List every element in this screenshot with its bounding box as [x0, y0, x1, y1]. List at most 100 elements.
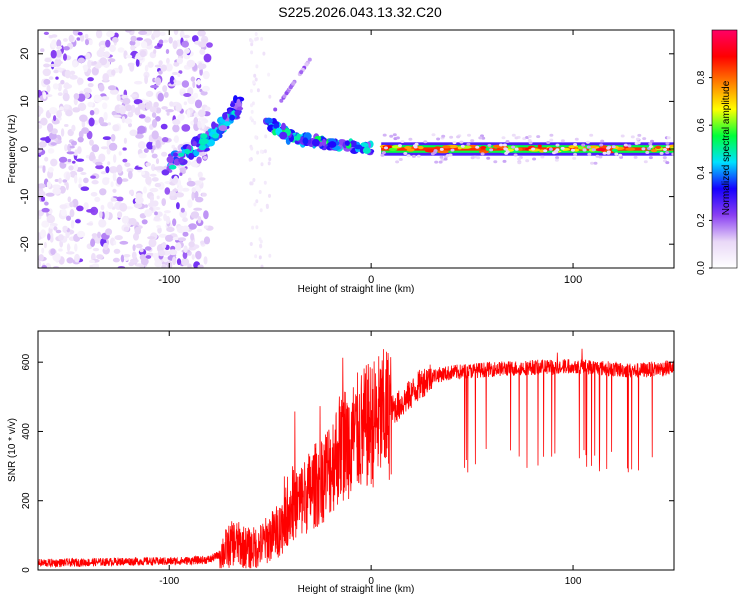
noise-cell — [633, 155, 638, 159]
noise-cell — [173, 62, 180, 67]
noise-cell — [190, 233, 195, 241]
noise-cell — [436, 137, 441, 141]
signal-cell — [404, 146, 412, 150]
noise-cell — [413, 145, 418, 149]
noise-cell — [191, 191, 195, 201]
noise-cell — [188, 177, 192, 182]
noise-cell — [78, 183, 82, 189]
noise-cell — [438, 160, 443, 164]
noise-cell — [150, 199, 154, 205]
noise-cell — [63, 46, 70, 51]
noise-cell — [183, 34, 190, 39]
noise-cell — [54, 179, 59, 182]
noise-cell — [250, 39, 254, 44]
noise-cell — [65, 172, 71, 181]
noise-cell — [183, 101, 188, 106]
noise-cell — [618, 153, 623, 157]
noise-cell — [69, 145, 75, 149]
noise-cell — [42, 91, 47, 100]
noise-cell — [102, 177, 110, 181]
noise-cell — [52, 83, 59, 90]
noise-cell — [159, 31, 166, 36]
noise-cell — [99, 57, 108, 66]
noise-cell — [187, 199, 193, 208]
noise-cell — [197, 120, 202, 129]
noise-cell — [91, 180, 99, 185]
noise-cell — [593, 161, 598, 165]
noise-cell — [60, 208, 67, 217]
noise-cell — [145, 101, 151, 110]
noise-cell — [627, 144, 632, 148]
noise-cell — [42, 68, 51, 77]
noise-cell — [145, 176, 152, 185]
noise-cell — [555, 156, 560, 160]
noise-cell — [93, 107, 100, 115]
noise-cell — [414, 142, 419, 146]
noise-cell — [90, 192, 98, 197]
noise-cell — [138, 30, 148, 35]
noise-cell — [648, 142, 653, 146]
x-tick-label: 0 — [368, 274, 374, 286]
noise-cell — [93, 94, 103, 103]
noise-cell — [172, 40, 178, 49]
noise-cell — [590, 161, 594, 165]
noise-cell — [52, 252, 61, 262]
signal-cell — [279, 98, 284, 103]
noise-cell — [395, 160, 400, 164]
noise-cell — [162, 85, 168, 93]
noise-cell — [95, 164, 104, 170]
noise-cell — [90, 175, 96, 179]
noise-cell — [135, 58, 140, 67]
noise-cell — [156, 211, 163, 217]
noise-cell — [161, 242, 167, 249]
noise-cell — [53, 69, 59, 74]
noise-cell — [97, 231, 101, 239]
noise-cell — [193, 92, 199, 99]
noise-cell — [197, 264, 204, 268]
noise-cell — [39, 190, 46, 197]
noise-cell — [88, 154, 96, 162]
noise-cell — [79, 114, 88, 122]
signal-cell — [234, 109, 241, 117]
noise-cell — [138, 153, 147, 159]
noise-cell — [259, 208, 263, 213]
noise-cell — [560, 139, 565, 143]
signal-cell — [539, 149, 545, 153]
noise-cell — [77, 93, 86, 102]
noise-cell — [76, 205, 84, 212]
noise-cell — [197, 216, 202, 224]
snr-series — [38, 348, 674, 569]
noise-cell — [48, 35, 54, 39]
noise-cell — [43, 31, 50, 35]
noise-cell — [389, 134, 394, 138]
noise-cell — [637, 133, 642, 137]
signal-cell — [166, 156, 174, 164]
noise-cell — [432, 151, 437, 154]
noise-cell — [172, 119, 181, 126]
noise-cell — [124, 118, 133, 124]
noise-cell — [113, 248, 121, 254]
signal-cell — [212, 133, 219, 139]
colorbar-label: Normalized spectral amplitude — [721, 80, 732, 215]
signal-cell — [264, 117, 273, 124]
noise-cell — [650, 139, 654, 143]
noise-cell — [161, 198, 166, 207]
noise-cell — [41, 265, 47, 268]
noise-cell — [89, 264, 93, 268]
signal-cell — [307, 57, 312, 62]
noise-cell — [206, 42, 213, 48]
signal-cell — [344, 140, 350, 147]
noise-cell — [572, 156, 577, 160]
noise-cell — [441, 134, 446, 138]
noise-cell — [252, 178, 256, 182]
x-tick-label: -100 — [158, 274, 180, 286]
signal-cell — [485, 147, 490, 151]
noise-cell — [439, 155, 444, 159]
noise-cell — [133, 99, 143, 105]
noise-cell — [73, 93, 80, 100]
noise-cell — [254, 32, 258, 36]
noise-cell — [89, 110, 95, 116]
noise-cell — [262, 51, 266, 56]
noise-cell — [62, 92, 70, 102]
colorbar-tick-label: 0.0 — [696, 261, 707, 275]
